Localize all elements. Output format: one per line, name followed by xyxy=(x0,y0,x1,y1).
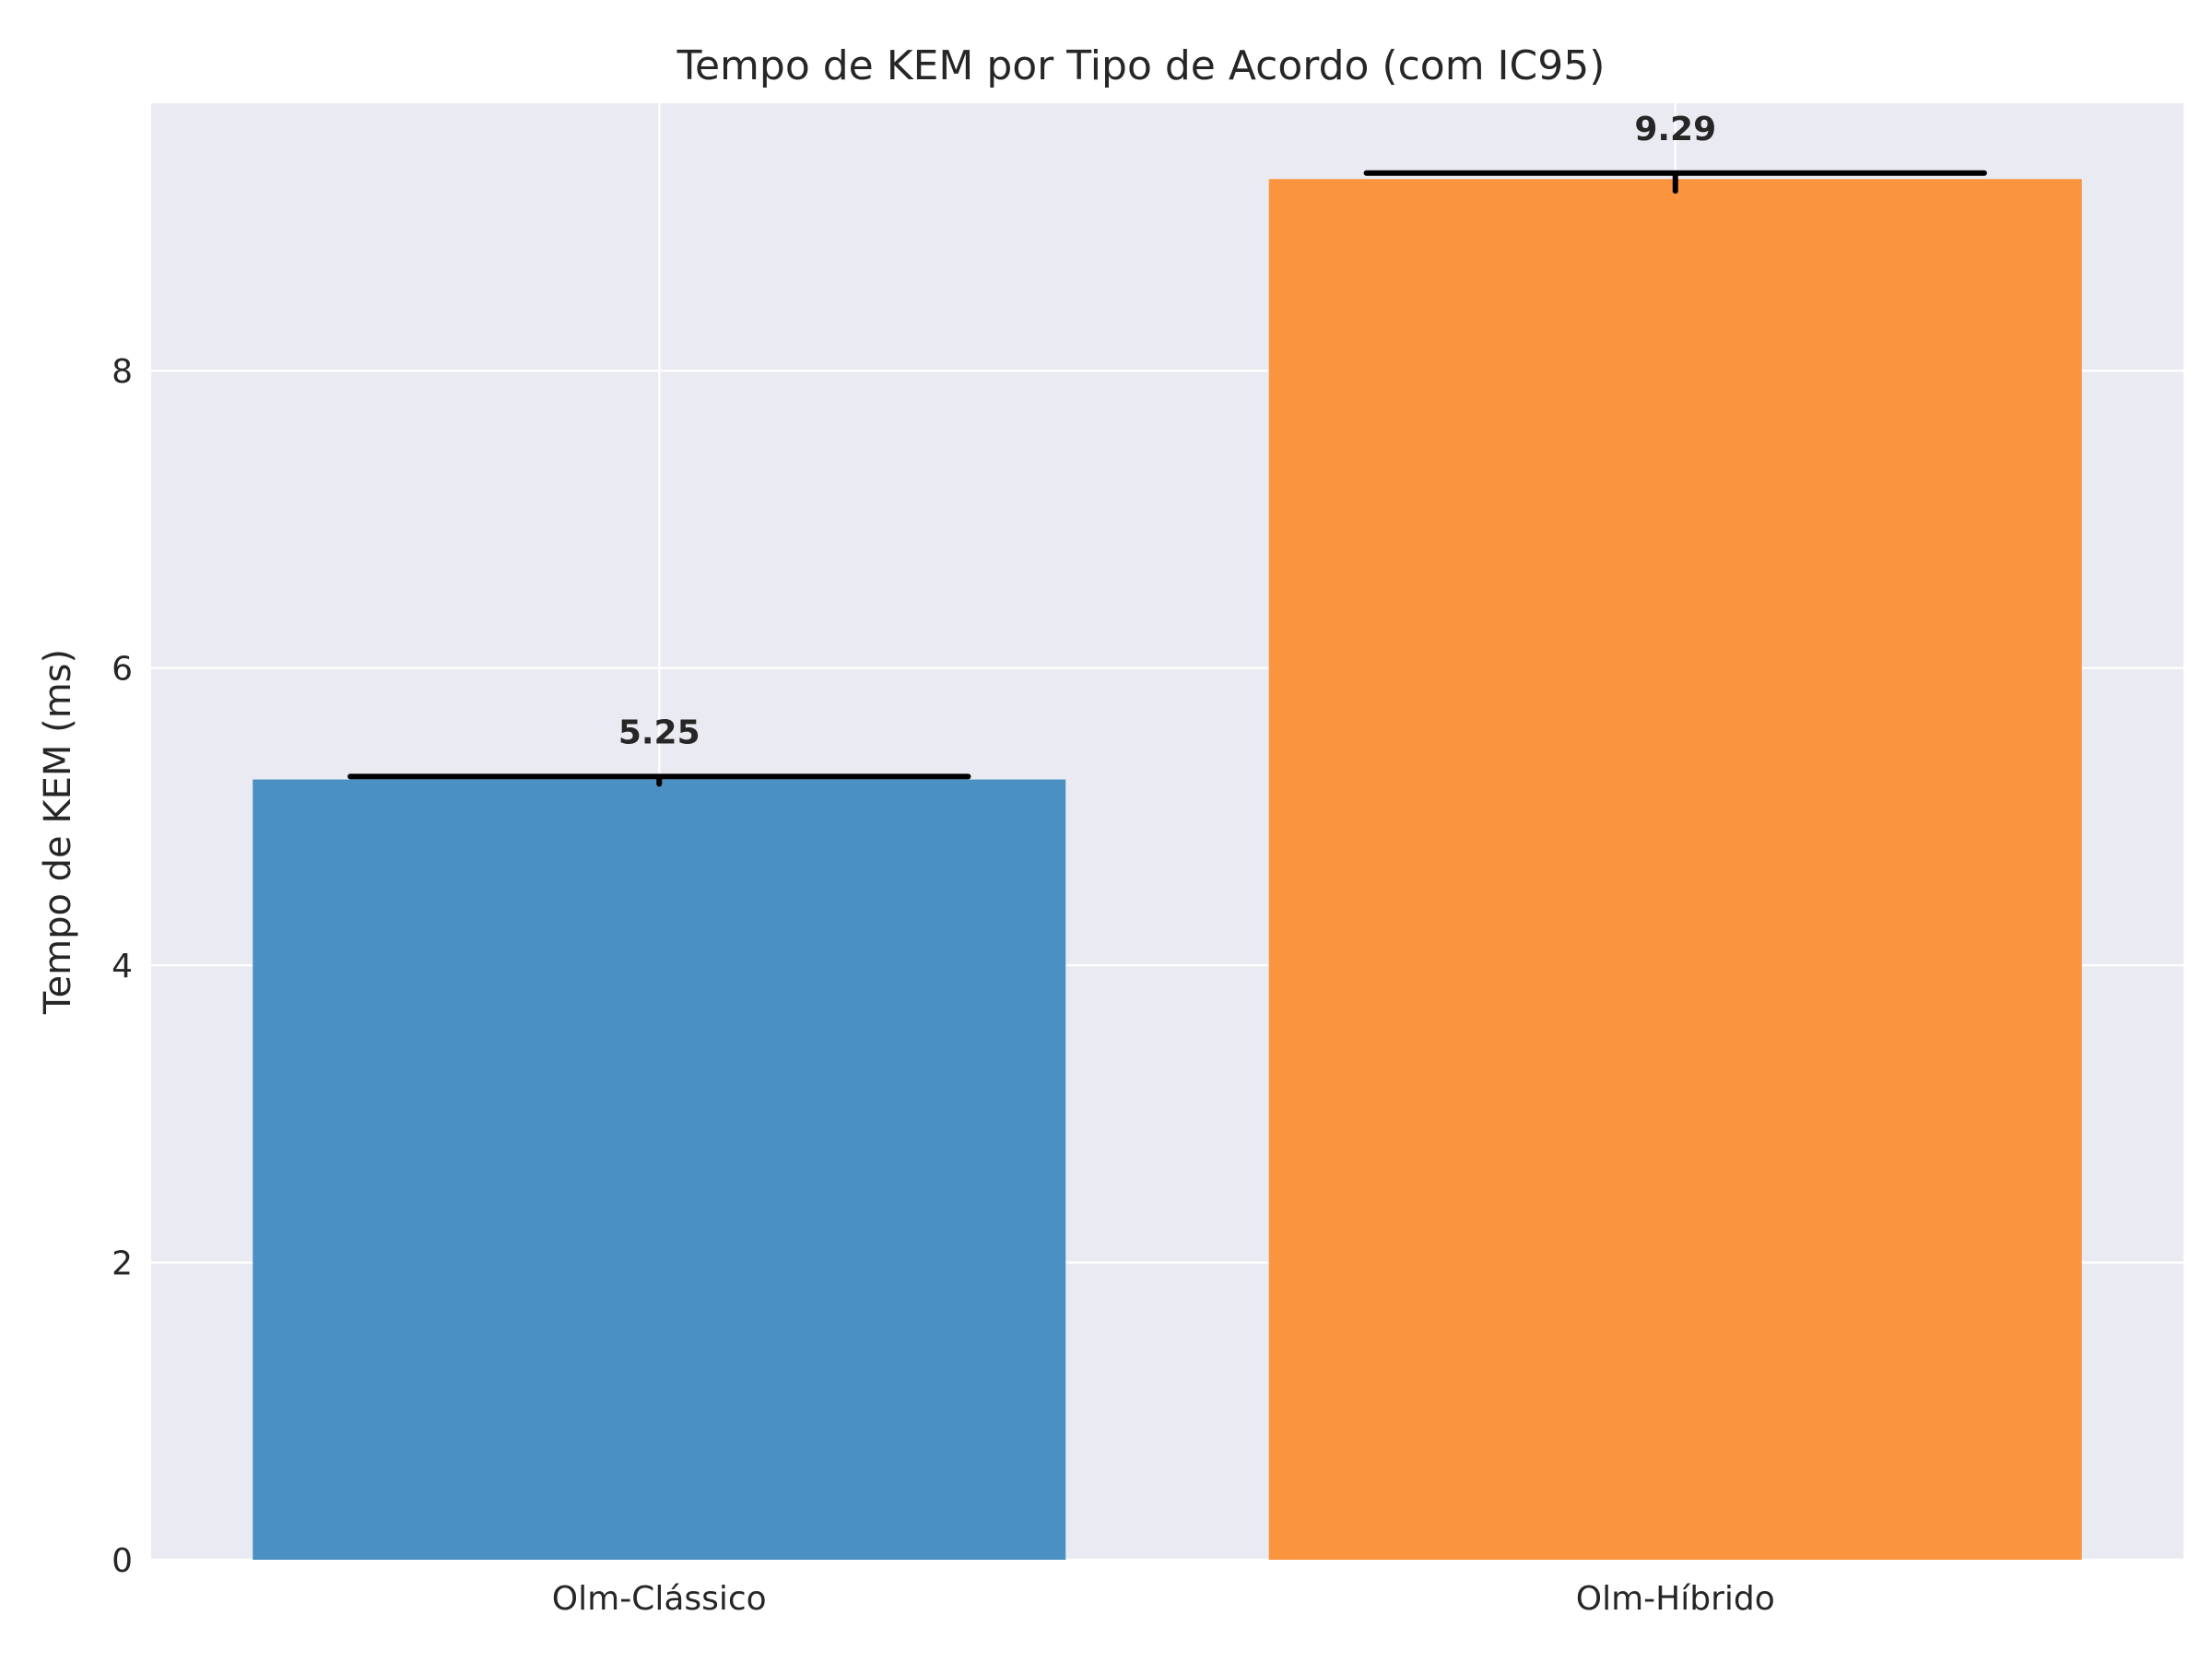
x-tick-label: Olm-Clássico xyxy=(552,1580,767,1618)
value-labels: 5.25 9.29 xyxy=(618,111,1716,752)
y-tick-label: 4 xyxy=(112,948,133,985)
y-tick-label: 6 xyxy=(112,651,133,689)
y-tick-label: 0 xyxy=(112,1542,133,1580)
bar-value-label: 9.29 xyxy=(1634,111,1716,148)
y-tick-labels: 0 2 4 6 8 xyxy=(112,353,133,1580)
bars xyxy=(253,179,2082,1560)
y-axis-label: Tempo de KEM (ms) xyxy=(37,649,79,1015)
x-tick-labels: Olm-Clássico Olm-Híbrido xyxy=(552,1580,1775,1618)
error-bars xyxy=(347,170,1987,787)
y-tick-label: 8 xyxy=(112,353,133,391)
bar xyxy=(253,779,1066,1560)
x-tick-label: Olm-Híbrido xyxy=(1576,1580,1775,1618)
bar-value-label: 5.25 xyxy=(618,714,700,751)
chart-title: Tempo de KEM por Tipo de Acordo (com IC9… xyxy=(677,42,1606,89)
y-tick-label: 2 xyxy=(112,1245,133,1283)
bar xyxy=(1268,179,2082,1560)
